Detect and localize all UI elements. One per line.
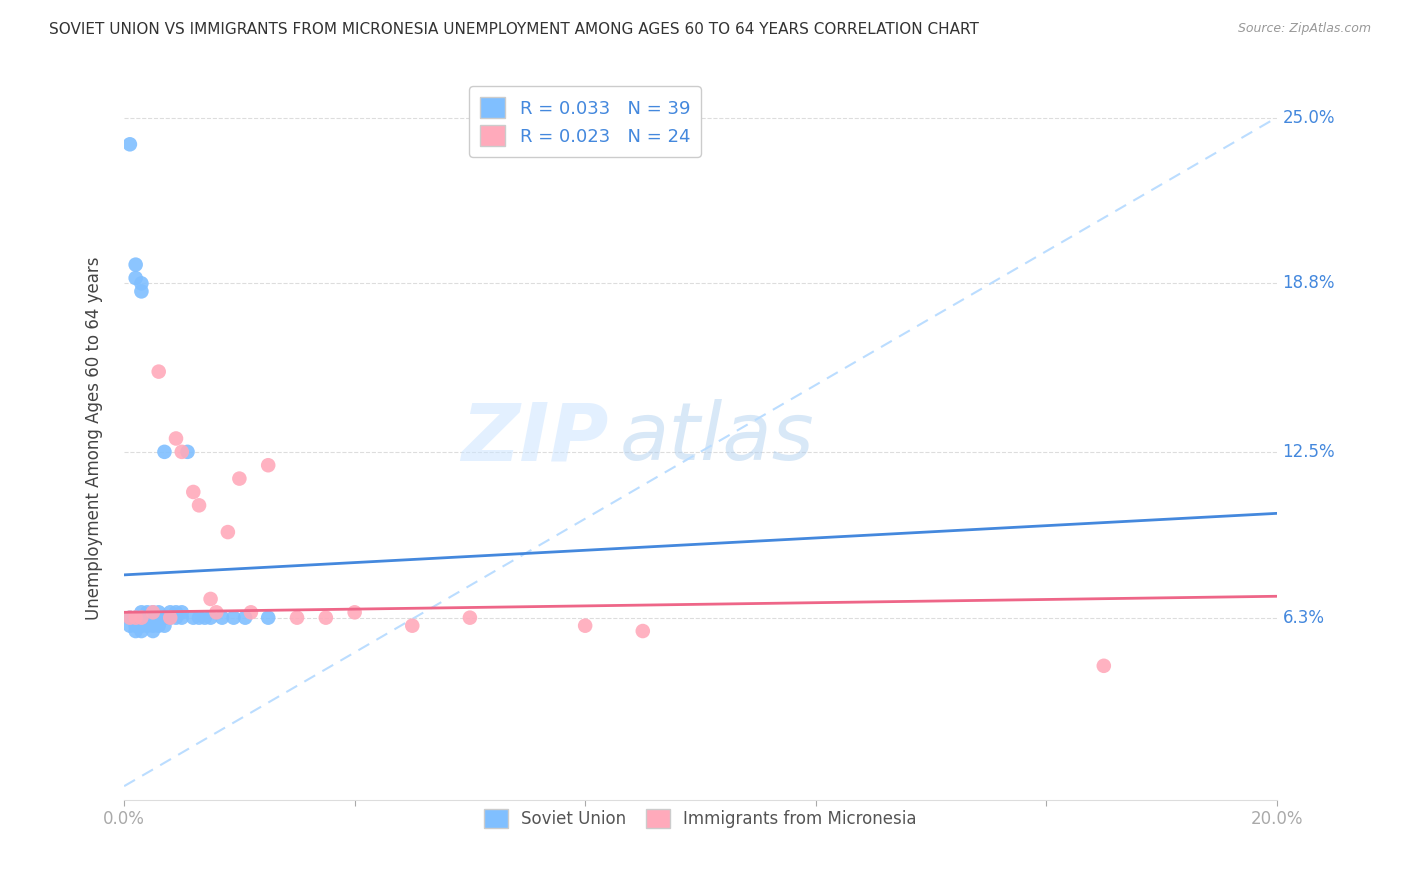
Point — [124, 618, 146, 632]
Point — [142, 605, 165, 619]
Point — [131, 605, 153, 619]
Point — [148, 618, 170, 632]
Text: 12.5%: 12.5% — [1282, 442, 1336, 461]
Point — [181, 485, 204, 500]
Point — [170, 610, 193, 624]
Point — [159, 610, 181, 624]
Point — [228, 472, 250, 486]
Point — [217, 525, 239, 540]
Point — [631, 624, 654, 638]
Point — [159, 605, 181, 619]
Text: atlas: atlas — [620, 400, 814, 477]
Point — [200, 610, 222, 624]
Point — [285, 610, 308, 624]
Point — [257, 458, 280, 473]
Point — [131, 618, 153, 632]
Text: Source: ZipAtlas.com: Source: ZipAtlas.com — [1237, 22, 1371, 36]
Text: 6.3%: 6.3% — [1282, 608, 1324, 627]
Point — [131, 624, 153, 638]
Point — [1092, 658, 1115, 673]
Point — [124, 258, 146, 272]
Point — [153, 610, 176, 624]
Point — [136, 605, 159, 619]
Legend: Soviet Union, Immigrants from Micronesia: Soviet Union, Immigrants from Micronesia — [478, 802, 924, 835]
Point — [124, 610, 146, 624]
Point — [194, 610, 217, 624]
Point — [176, 445, 198, 459]
Text: SOVIET UNION VS IMMIGRANTS FROM MICRONESIA UNEMPLOYMENT AMONG AGES 60 TO 64 YEAR: SOVIET UNION VS IMMIGRANTS FROM MICRONES… — [49, 22, 979, 37]
Point — [124, 271, 146, 285]
Point — [200, 591, 222, 606]
Point — [124, 610, 146, 624]
Point — [136, 618, 159, 632]
Point — [315, 610, 337, 624]
Point — [131, 277, 153, 291]
Y-axis label: Unemployment Among Ages 60 to 64 years: Unemployment Among Ages 60 to 64 years — [86, 257, 103, 620]
Point — [205, 605, 228, 619]
Point — [142, 610, 165, 624]
Point — [165, 432, 187, 446]
Point — [124, 624, 146, 638]
Point — [142, 624, 165, 638]
Point — [165, 610, 187, 624]
Point — [118, 137, 141, 152]
Point — [118, 610, 141, 624]
Point — [142, 605, 165, 619]
Point — [159, 610, 181, 624]
Point — [170, 605, 193, 619]
Point — [148, 365, 170, 379]
Point — [165, 605, 187, 619]
Text: 25.0%: 25.0% — [1282, 109, 1334, 127]
Point — [131, 613, 153, 627]
Point — [401, 618, 423, 632]
Point — [170, 445, 193, 459]
Point — [222, 610, 245, 624]
Point — [142, 618, 165, 632]
Point — [211, 610, 233, 624]
Point — [239, 605, 262, 619]
Point — [148, 610, 170, 624]
Point — [458, 610, 481, 624]
Point — [233, 610, 256, 624]
Point — [131, 285, 153, 299]
Point — [153, 445, 176, 459]
Point — [257, 610, 280, 624]
Point — [181, 610, 204, 624]
Point — [136, 610, 159, 624]
Point — [153, 618, 176, 632]
Point — [118, 618, 141, 632]
Text: 18.8%: 18.8% — [1282, 275, 1334, 293]
Point — [188, 499, 211, 513]
Point — [136, 610, 159, 624]
Point — [574, 618, 596, 632]
Point — [148, 605, 170, 619]
Point — [188, 610, 211, 624]
Point — [118, 610, 141, 624]
Point — [343, 605, 366, 619]
Point — [142, 610, 165, 624]
Text: ZIP: ZIP — [461, 400, 609, 477]
Point — [131, 610, 153, 624]
